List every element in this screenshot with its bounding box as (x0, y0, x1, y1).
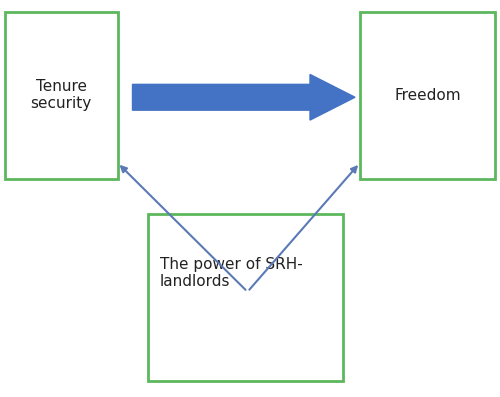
Polygon shape (132, 75, 355, 120)
Bar (148, 214, 342, 381)
Bar (5, 12, 117, 179)
Bar (360, 12, 495, 179)
Text: Freedom: Freedom (394, 88, 461, 103)
Text: The power of SRH-
landlords: The power of SRH- landlords (160, 256, 303, 289)
Text: Tenure
security: Tenure security (30, 79, 92, 112)
